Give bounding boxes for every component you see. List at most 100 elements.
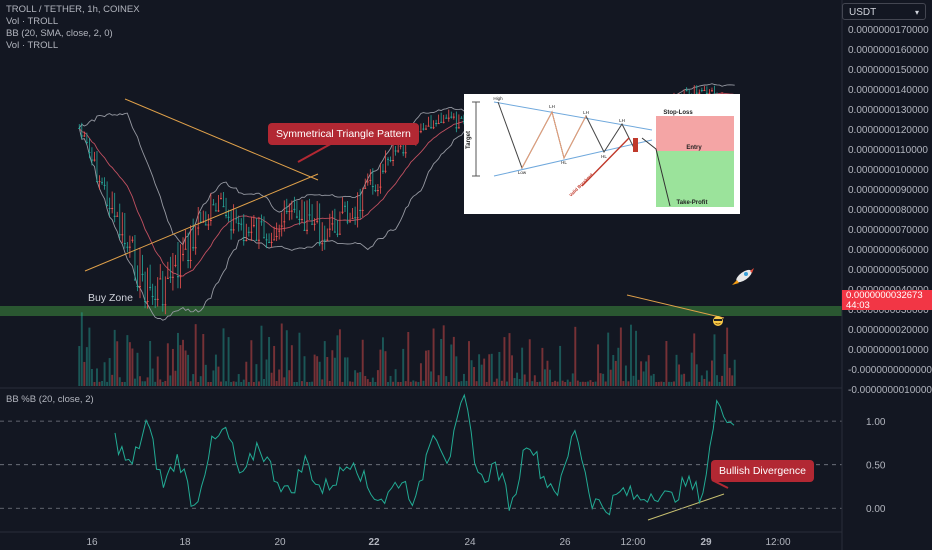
volume-bar — [237, 374, 240, 386]
volume-bar — [174, 370, 177, 386]
volume-bar — [212, 370, 215, 386]
breakout-path — [641, 137, 671, 207]
volume-bar — [133, 378, 136, 386]
candle-body — [131, 239, 134, 241]
volume-legend-2[interactable]: Vol · TROLL — [6, 40, 59, 51]
candle-body — [275, 235, 278, 237]
candle-body — [280, 225, 283, 227]
candle-body — [316, 220, 319, 222]
volume-bar — [136, 352, 139, 386]
volume-bar — [278, 369, 281, 386]
candle-body — [278, 230, 281, 232]
volume-bar — [419, 363, 422, 386]
volume-bar — [149, 340, 152, 386]
bar-countdown: 44:03 — [846, 300, 870, 311]
candle-body — [457, 127, 460, 129]
buy-zone-label[interactable]: Buy Zone — [88, 292, 133, 304]
volume-bar — [549, 369, 551, 386]
candle-body — [199, 221, 202, 223]
candle-body — [402, 152, 405, 154]
volume-bar — [569, 381, 572, 386]
price-axis-label: 0.0000000070000 — [848, 225, 929, 236]
volume-bar — [564, 381, 567, 386]
candle-body — [209, 219, 212, 221]
volume-bar — [159, 379, 162, 386]
bollinger-legend[interactable]: BB (20, SMA, close, 2, 0) — [6, 28, 113, 39]
volume-bar — [106, 381, 109, 386]
axes: 0.0000000170000 0.0000000160000 0.00000001… — [86, 25, 932, 548]
candle-body — [169, 276, 172, 278]
volume-bar — [607, 332, 610, 386]
volume-bar — [624, 365, 627, 386]
candle-body — [369, 179, 372, 181]
volume-bar — [612, 354, 615, 386]
volume-bar — [232, 381, 235, 386]
volume-bar — [427, 350, 430, 386]
volume-bar — [336, 335, 339, 386]
candle-body — [685, 90, 688, 92]
volume-legend[interactable]: Vol · TROLL — [6, 16, 59, 27]
volume-bar — [422, 380, 425, 386]
bullish-divergence-callout[interactable]: Bullish Divergence — [711, 460, 814, 482]
volume-bar — [381, 337, 384, 386]
candle-body — [83, 135, 86, 137]
candle-body — [452, 116, 455, 118]
candle-body — [338, 233, 341, 235]
volume-bar — [179, 345, 182, 386]
price-axis-label: 0.0000000170000 — [848, 25, 929, 36]
volume-bar — [526, 381, 529, 386]
candle-body — [247, 231, 250, 233]
volume-bar — [536, 381, 539, 386]
volume-bar — [88, 327, 91, 386]
volume-bar — [108, 358, 111, 386]
candle-body — [98, 181, 101, 183]
volume-bar — [594, 381, 597, 386]
candle-body — [189, 259, 192, 261]
candle-body — [440, 121, 443, 123]
volume-bar — [718, 381, 721, 386]
volume-bar — [733, 359, 736, 386]
volume-bar — [670, 381, 673, 386]
candle-body — [252, 225, 255, 227]
symbol-title[interactable]: TROLL / TETHER, 1h, COINEX — [6, 4, 140, 15]
volume-bar — [662, 381, 665, 386]
volume-bar — [518, 379, 521, 386]
volume-bar — [126, 335, 129, 386]
volume-bar — [98, 381, 101, 386]
volume-bar — [455, 356, 458, 386]
candle-body — [394, 150, 397, 152]
chevron-down-icon: ▾ — [914, 8, 919, 17]
volume-bar — [177, 332, 179, 386]
percent-b-legend[interactable]: BB %B (20, close, 2) — [6, 394, 94, 405]
volume-bar — [202, 334, 205, 386]
volume-bar — [546, 360, 549, 386]
candle-body — [164, 304, 167, 306]
volume-bar — [318, 361, 321, 386]
volume-bar — [301, 381, 303, 386]
volume-bar — [498, 351, 501, 386]
candle-body — [133, 279, 136, 281]
volume-bar — [559, 345, 562, 386]
volume-bar — [283, 377, 286, 386]
candle-body — [404, 152, 407, 154]
volume-bar — [650, 375, 653, 386]
candle-body — [220, 198, 222, 200]
candle-body — [432, 127, 435, 129]
volume-bar — [442, 325, 445, 386]
price-axis-label: 0.0000000030000 — [848, 305, 929, 316]
volume-bar — [506, 381, 508, 386]
breakout-diagram-image[interactable]: High LH LH LH Low HL HL Target Stop-Loss Entry Tak… — [464, 94, 740, 214]
time-axis-label: 26 — [559, 537, 571, 548]
candle-body — [116, 215, 119, 217]
volume-bar — [207, 381, 210, 386]
triangle-pattern-callout[interactable]: Symmetrical Triangle Pattern — [268, 123, 419, 145]
volume-bar — [728, 367, 731, 386]
price-axis-label: -0.0000000000000 — [848, 365, 932, 376]
volume-bar — [556, 381, 559, 386]
candle-body — [460, 117, 463, 119]
currency-unit-selector[interactable]: USDT ▾ — [842, 3, 926, 20]
volume-bar — [531, 381, 534, 386]
candle-body — [308, 214, 311, 216]
candle-body — [270, 241, 273, 243]
